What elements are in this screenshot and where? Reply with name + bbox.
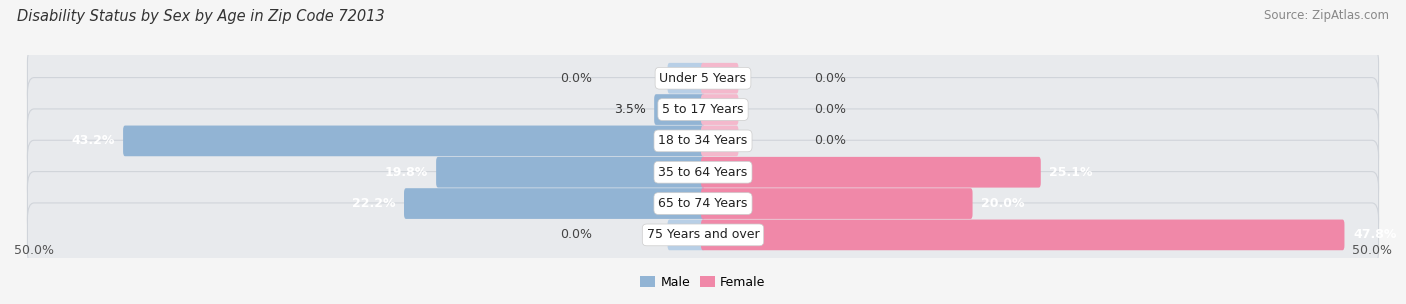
Text: 47.8%: 47.8% — [1353, 228, 1396, 241]
Text: 5 to 17 Years: 5 to 17 Years — [662, 103, 744, 116]
Text: 50.0%: 50.0% — [14, 244, 53, 257]
Text: 0.0%: 0.0% — [814, 103, 846, 116]
FancyBboxPatch shape — [404, 188, 704, 219]
Text: 22.2%: 22.2% — [352, 197, 395, 210]
Text: 75 Years and over: 75 Years and over — [647, 228, 759, 241]
Legend: Male, Female: Male, Female — [641, 276, 765, 289]
Text: Under 5 Years: Under 5 Years — [659, 72, 747, 85]
FancyBboxPatch shape — [28, 203, 1378, 267]
FancyBboxPatch shape — [28, 46, 1378, 110]
FancyBboxPatch shape — [702, 94, 738, 125]
FancyBboxPatch shape — [28, 109, 1378, 173]
FancyBboxPatch shape — [28, 140, 1378, 204]
Text: 35 to 64 Years: 35 to 64 Years — [658, 166, 748, 179]
Text: 50.0%: 50.0% — [1353, 244, 1392, 257]
Text: Disability Status by Sex by Age in Zip Code 72013: Disability Status by Sex by Age in Zip C… — [17, 9, 384, 24]
FancyBboxPatch shape — [436, 157, 704, 188]
Text: 0.0%: 0.0% — [560, 228, 592, 241]
Text: 3.5%: 3.5% — [613, 103, 645, 116]
FancyBboxPatch shape — [28, 78, 1378, 142]
FancyBboxPatch shape — [702, 188, 973, 219]
FancyBboxPatch shape — [702, 157, 1040, 188]
Text: 0.0%: 0.0% — [560, 72, 592, 85]
Text: 0.0%: 0.0% — [814, 134, 846, 147]
FancyBboxPatch shape — [654, 94, 704, 125]
Text: Source: ZipAtlas.com: Source: ZipAtlas.com — [1264, 9, 1389, 22]
Text: 19.8%: 19.8% — [384, 166, 427, 179]
FancyBboxPatch shape — [124, 126, 704, 156]
FancyBboxPatch shape — [668, 219, 704, 250]
Text: 65 to 74 Years: 65 to 74 Years — [658, 197, 748, 210]
Text: 0.0%: 0.0% — [814, 72, 846, 85]
Text: 25.1%: 25.1% — [1049, 166, 1092, 179]
Text: 20.0%: 20.0% — [981, 197, 1025, 210]
Text: 43.2%: 43.2% — [72, 134, 114, 147]
FancyBboxPatch shape — [702, 219, 1344, 250]
FancyBboxPatch shape — [702, 63, 738, 94]
FancyBboxPatch shape — [28, 171, 1378, 236]
Text: 18 to 34 Years: 18 to 34 Years — [658, 134, 748, 147]
FancyBboxPatch shape — [668, 63, 704, 94]
FancyBboxPatch shape — [702, 126, 738, 156]
